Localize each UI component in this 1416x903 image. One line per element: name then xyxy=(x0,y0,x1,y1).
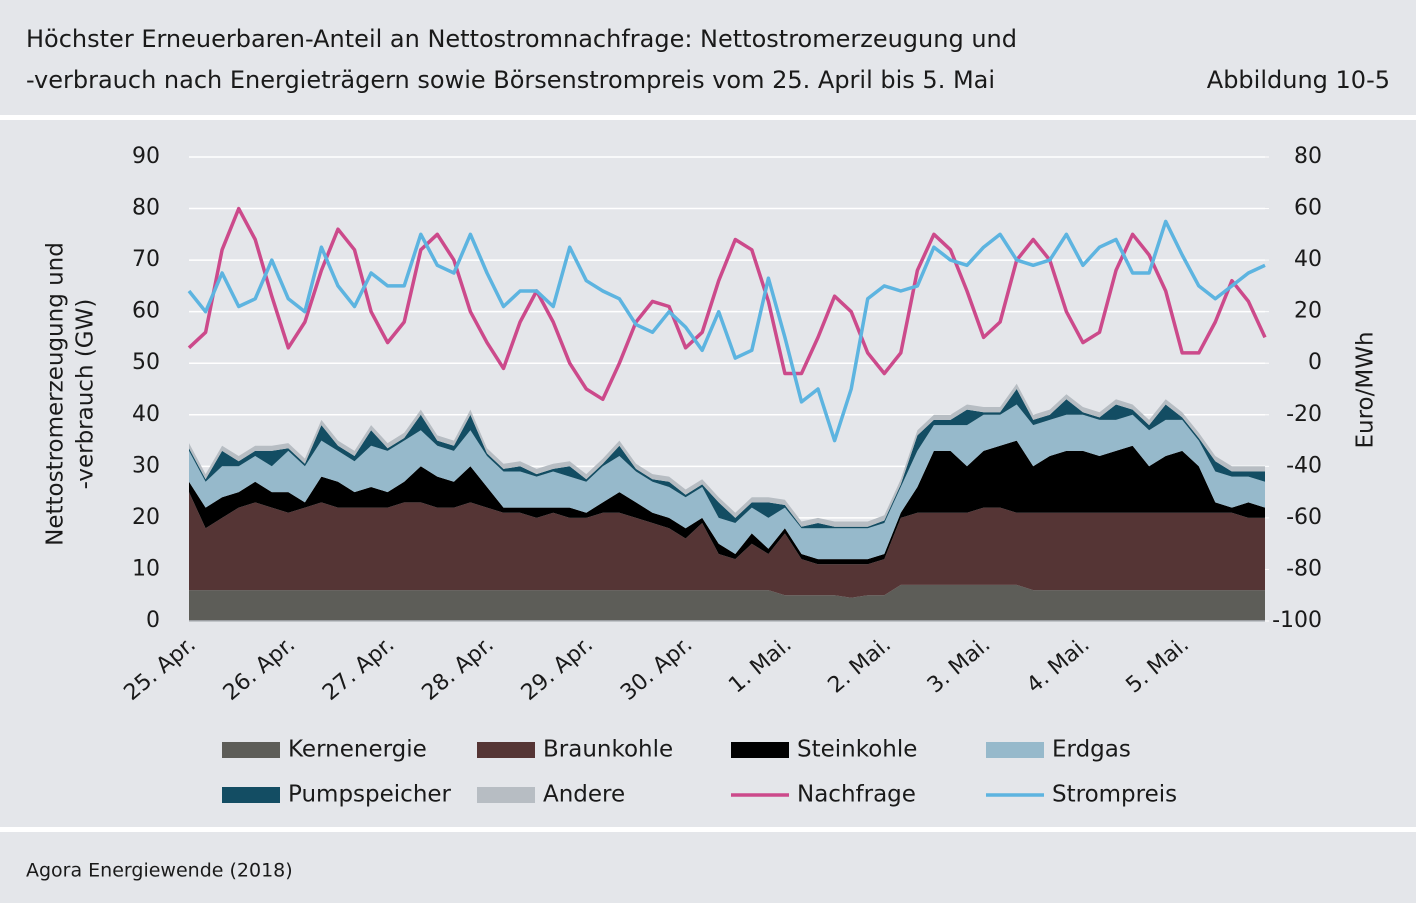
y2-tick-label: -100 xyxy=(1272,608,1322,633)
legend-label: Braunkohle xyxy=(543,737,673,763)
legend-swatch xyxy=(477,742,535,758)
y2-tick-label: 0 xyxy=(1308,350,1322,375)
y-tick-label: 60 xyxy=(132,299,160,324)
title-line: -verbrauch nach Energieträgern sowie Bör… xyxy=(26,66,995,94)
legend-swatch xyxy=(731,742,789,758)
legend-swatch xyxy=(986,742,1044,758)
figure-label: Abbildung 10-5 xyxy=(1207,66,1390,94)
legend-label: Strompreis xyxy=(1052,782,1177,808)
legend-label: Nachfrage xyxy=(797,782,916,808)
legend-label: Erdgas xyxy=(1052,737,1131,763)
separator xyxy=(0,827,1416,832)
stacked-area xyxy=(189,404,1265,560)
legend-swatch xyxy=(222,787,280,803)
y-axis-label: -verbrauch (GW) xyxy=(73,299,99,490)
y-tick-label: 80 xyxy=(132,196,160,221)
y2-tick-label: -80 xyxy=(1286,556,1322,581)
y-tick-label: 30 xyxy=(132,453,160,478)
legend-label: Steinkohle xyxy=(797,737,917,763)
y2-tick-label: -20 xyxy=(1286,402,1322,427)
y2-tick-label: 60 xyxy=(1294,196,1322,221)
legend-label: Kernenergie xyxy=(288,737,427,763)
legend-label: Andere xyxy=(543,782,625,808)
legend-swatch xyxy=(477,787,535,803)
y-tick-label: 20 xyxy=(132,505,160,530)
stacked-area xyxy=(189,492,1265,598)
title-line: Höchster Erneuerbaren-Anteil an Nettostr… xyxy=(26,25,1017,53)
y2-tick-label: 40 xyxy=(1294,247,1322,272)
y-tick-label: 70 xyxy=(132,247,160,272)
source: Agora Energiewende (2018) xyxy=(26,860,293,882)
stacked-area xyxy=(189,440,1265,565)
y-tick-label: 40 xyxy=(132,402,160,427)
y2-tick-label: 20 xyxy=(1294,299,1322,324)
y-axis-label: Nettostromerzeugung und xyxy=(43,242,69,546)
y-tick-label: 50 xyxy=(132,350,160,375)
legend-swatch xyxy=(222,742,280,758)
y2-tick-label: -60 xyxy=(1286,505,1322,530)
separator xyxy=(0,115,1416,120)
y2-axis-label: Euro/MWh xyxy=(1353,331,1379,448)
y-tick-label: 0 xyxy=(146,608,160,633)
y2-tick-label: -40 xyxy=(1286,453,1322,478)
stacked-area xyxy=(189,584,1265,621)
y-tick-label: 10 xyxy=(132,556,160,581)
y-tick-label: 90 xyxy=(132,144,160,169)
legend-label: Pumpspeicher xyxy=(288,782,452,808)
y2-tick-label: 80 xyxy=(1294,144,1322,169)
line xyxy=(187,219,1266,443)
line xyxy=(187,206,1267,402)
